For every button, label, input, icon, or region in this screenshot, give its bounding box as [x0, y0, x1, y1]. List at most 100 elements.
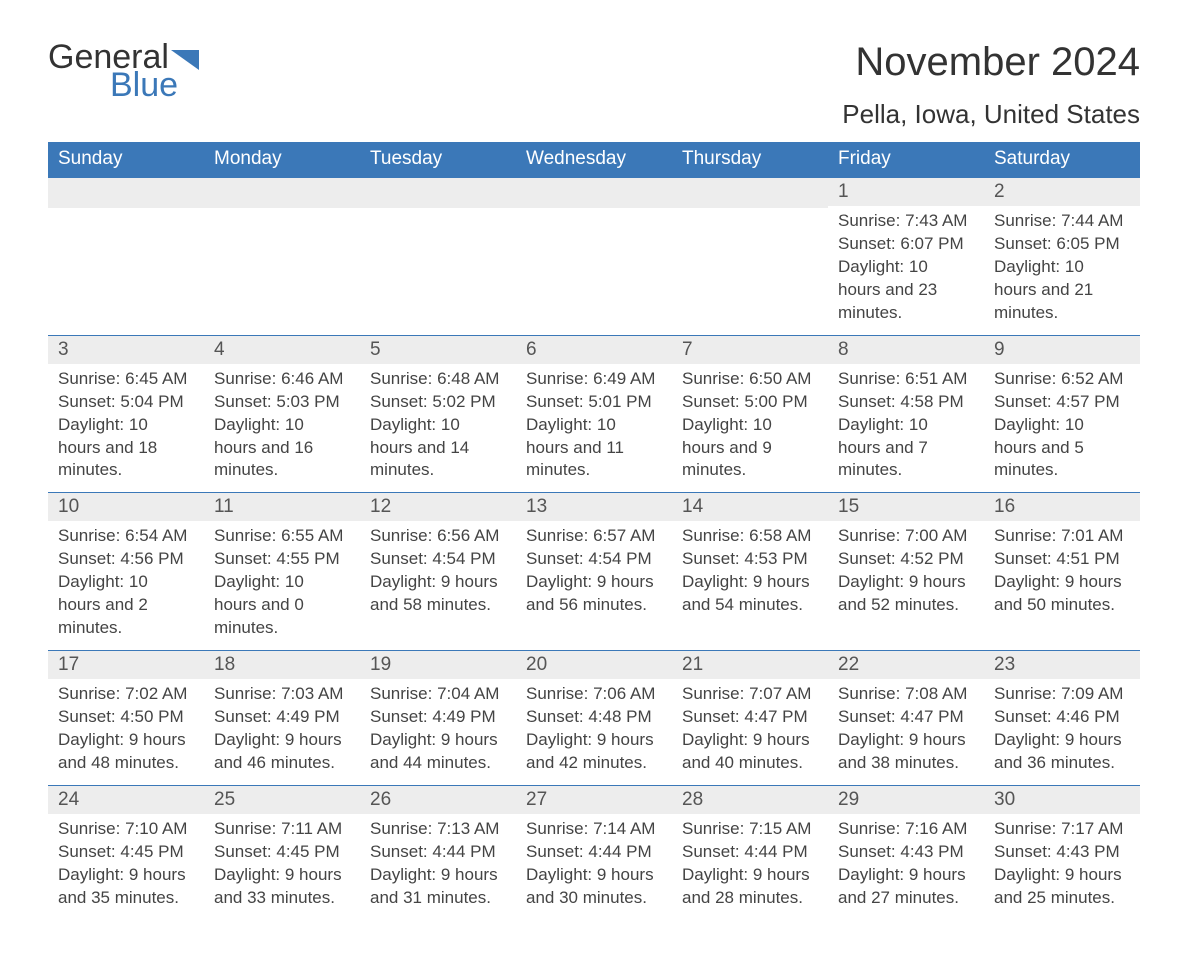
cell-body: Sunrise: 7:14 AMSunset: 4:44 PMDaylight:…	[516, 814, 672, 920]
cell-body: Sunrise: 6:55 AMSunset: 4:55 PMDaylight:…	[204, 521, 360, 650]
title-block: November 2024 Pella, Iowa, United States	[842, 40, 1140, 130]
calendar-cell: 26Sunrise: 7:13 AMSunset: 4:44 PMDayligh…	[360, 786, 516, 920]
calendar-cell: 9Sunrise: 6:52 AMSunset: 4:57 PMDaylight…	[984, 336, 1140, 493]
sunrise-text: Sunrise: 7:04 AM	[370, 683, 506, 706]
day-number: 11	[204, 493, 360, 521]
sunset-text: Sunset: 4:47 PM	[682, 706, 818, 729]
cell-body: Sunrise: 6:45 AMSunset: 5:04 PMDaylight:…	[48, 364, 204, 493]
daylight-text: Daylight: 9 hours and 44 minutes.	[370, 729, 506, 775]
day-number	[204, 178, 360, 208]
cell-body: Sunrise: 7:11 AMSunset: 4:45 PMDaylight:…	[204, 814, 360, 920]
day-number: 29	[828, 786, 984, 814]
sunset-text: Sunset: 4:43 PM	[994, 841, 1130, 864]
week-row: 3Sunrise: 6:45 AMSunset: 5:04 PMDaylight…	[48, 335, 1140, 493]
header: General Blue November 2024 Pella, Iowa, …	[48, 40, 1140, 130]
cell-body: Sunrise: 7:17 AMSunset: 4:43 PMDaylight:…	[984, 814, 1140, 920]
day-number: 5	[360, 336, 516, 364]
daylight-text: Daylight: 9 hours and 27 minutes.	[838, 864, 974, 910]
day-number: 14	[672, 493, 828, 521]
sunrise-text: Sunrise: 7:14 AM	[526, 818, 662, 841]
cell-body: Sunrise: 6:52 AMSunset: 4:57 PMDaylight:…	[984, 364, 1140, 493]
day-number: 12	[360, 493, 516, 521]
day-number: 22	[828, 651, 984, 679]
sunset-text: Sunset: 4:48 PM	[526, 706, 662, 729]
day-number	[48, 178, 204, 208]
daylight-text: Daylight: 10 hours and 7 minutes.	[838, 414, 974, 483]
sunset-text: Sunset: 4:47 PM	[838, 706, 974, 729]
sunset-text: Sunset: 5:03 PM	[214, 391, 350, 414]
cell-body: Sunrise: 6:58 AMSunset: 4:53 PMDaylight:…	[672, 521, 828, 627]
sunrise-text: Sunrise: 7:06 AM	[526, 683, 662, 706]
sunset-text: Sunset: 4:45 PM	[214, 841, 350, 864]
calendar-cell: 25Sunrise: 7:11 AMSunset: 4:45 PMDayligh…	[204, 786, 360, 920]
calendar-cell: 19Sunrise: 7:04 AMSunset: 4:49 PMDayligh…	[360, 651, 516, 785]
daylight-text: Daylight: 10 hours and 11 minutes.	[526, 414, 662, 483]
daylight-text: Daylight: 10 hours and 21 minutes.	[994, 256, 1130, 325]
day-header-cell: Wednesday	[516, 142, 672, 178]
daylight-text: Daylight: 10 hours and 18 minutes.	[58, 414, 194, 483]
day-number: 7	[672, 336, 828, 364]
logo-blue-text: Blue	[110, 68, 199, 102]
calendar-cell: 2Sunrise: 7:44 AMSunset: 6:05 PMDaylight…	[984, 178, 1140, 335]
day-number: 24	[48, 786, 204, 814]
daylight-text: Daylight: 10 hours and 2 minutes.	[58, 571, 194, 640]
sunrise-text: Sunrise: 7:11 AM	[214, 818, 350, 841]
calendar-cell: 6Sunrise: 6:49 AMSunset: 5:01 PMDaylight…	[516, 336, 672, 493]
day-header-cell: Friday	[828, 142, 984, 178]
sunrise-text: Sunrise: 6:52 AM	[994, 368, 1130, 391]
calendar-cell: 1Sunrise: 7:43 AMSunset: 6:07 PMDaylight…	[828, 178, 984, 335]
sunrise-text: Sunrise: 7:10 AM	[58, 818, 194, 841]
week-row: 10Sunrise: 6:54 AMSunset: 4:56 PMDayligh…	[48, 492, 1140, 650]
daylight-text: Daylight: 9 hours and 52 minutes.	[838, 571, 974, 617]
sunrise-text: Sunrise: 6:58 AM	[682, 525, 818, 548]
day-number	[672, 178, 828, 208]
cell-body: Sunrise: 7:06 AMSunset: 4:48 PMDaylight:…	[516, 679, 672, 785]
month-title: November 2024	[842, 40, 1140, 85]
day-header-cell: Monday	[204, 142, 360, 178]
cell-body: Sunrise: 7:02 AMSunset: 4:50 PMDaylight:…	[48, 679, 204, 785]
day-header-cell: Thursday	[672, 142, 828, 178]
sunset-text: Sunset: 4:43 PM	[838, 841, 974, 864]
day-header-cell: Sunday	[48, 142, 204, 178]
day-number: 6	[516, 336, 672, 364]
logo: General Blue	[48, 40, 199, 102]
day-number: 13	[516, 493, 672, 521]
calendar-cell: 3Sunrise: 6:45 AMSunset: 5:04 PMDaylight…	[48, 336, 204, 493]
sunrise-text: Sunrise: 6:57 AM	[526, 525, 662, 548]
day-number: 25	[204, 786, 360, 814]
sunrise-text: Sunrise: 7:15 AM	[682, 818, 818, 841]
cell-body: Sunrise: 6:48 AMSunset: 5:02 PMDaylight:…	[360, 364, 516, 493]
daylight-text: Daylight: 9 hours and 28 minutes.	[682, 864, 818, 910]
cell-body: Sunrise: 7:08 AMSunset: 4:47 PMDaylight:…	[828, 679, 984, 785]
day-number: 18	[204, 651, 360, 679]
sunset-text: Sunset: 4:49 PM	[370, 706, 506, 729]
sunrise-text: Sunrise: 7:43 AM	[838, 210, 974, 233]
daylight-text: Daylight: 10 hours and 23 minutes.	[838, 256, 974, 325]
calendar-cell-blank	[204, 178, 360, 335]
sunrise-text: Sunrise: 6:48 AM	[370, 368, 506, 391]
sunrise-text: Sunrise: 7:17 AM	[994, 818, 1130, 841]
sunset-text: Sunset: 4:54 PM	[370, 548, 506, 571]
daylight-text: Daylight: 9 hours and 56 minutes.	[526, 571, 662, 617]
daylight-text: Daylight: 10 hours and 0 minutes.	[214, 571, 350, 640]
sunset-text: Sunset: 4:51 PM	[994, 548, 1130, 571]
cell-body: Sunrise: 7:03 AMSunset: 4:49 PMDaylight:…	[204, 679, 360, 785]
calendar-cell: 18Sunrise: 7:03 AMSunset: 4:49 PMDayligh…	[204, 651, 360, 785]
day-number: 3	[48, 336, 204, 364]
day-number: 15	[828, 493, 984, 521]
day-header-cell: Saturday	[984, 142, 1140, 178]
calendar-cell: 12Sunrise: 6:56 AMSunset: 4:54 PMDayligh…	[360, 493, 516, 650]
sunrise-text: Sunrise: 6:54 AM	[58, 525, 194, 548]
sunrise-text: Sunrise: 6:55 AM	[214, 525, 350, 548]
calendar-cell: 21Sunrise: 7:07 AMSunset: 4:47 PMDayligh…	[672, 651, 828, 785]
sunset-text: Sunset: 4:57 PM	[994, 391, 1130, 414]
day-number: 2	[984, 178, 1140, 206]
day-number: 30	[984, 786, 1140, 814]
calendar-cell: 15Sunrise: 7:00 AMSunset: 4:52 PMDayligh…	[828, 493, 984, 650]
sunset-text: Sunset: 4:53 PM	[682, 548, 818, 571]
daylight-text: Daylight: 9 hours and 42 minutes.	[526, 729, 662, 775]
daylight-text: Daylight: 9 hours and 54 minutes.	[682, 571, 818, 617]
daylight-text: Daylight: 10 hours and 14 minutes.	[370, 414, 506, 483]
cell-body: Sunrise: 7:01 AMSunset: 4:51 PMDaylight:…	[984, 521, 1140, 627]
daylight-text: Daylight: 9 hours and 36 minutes.	[994, 729, 1130, 775]
